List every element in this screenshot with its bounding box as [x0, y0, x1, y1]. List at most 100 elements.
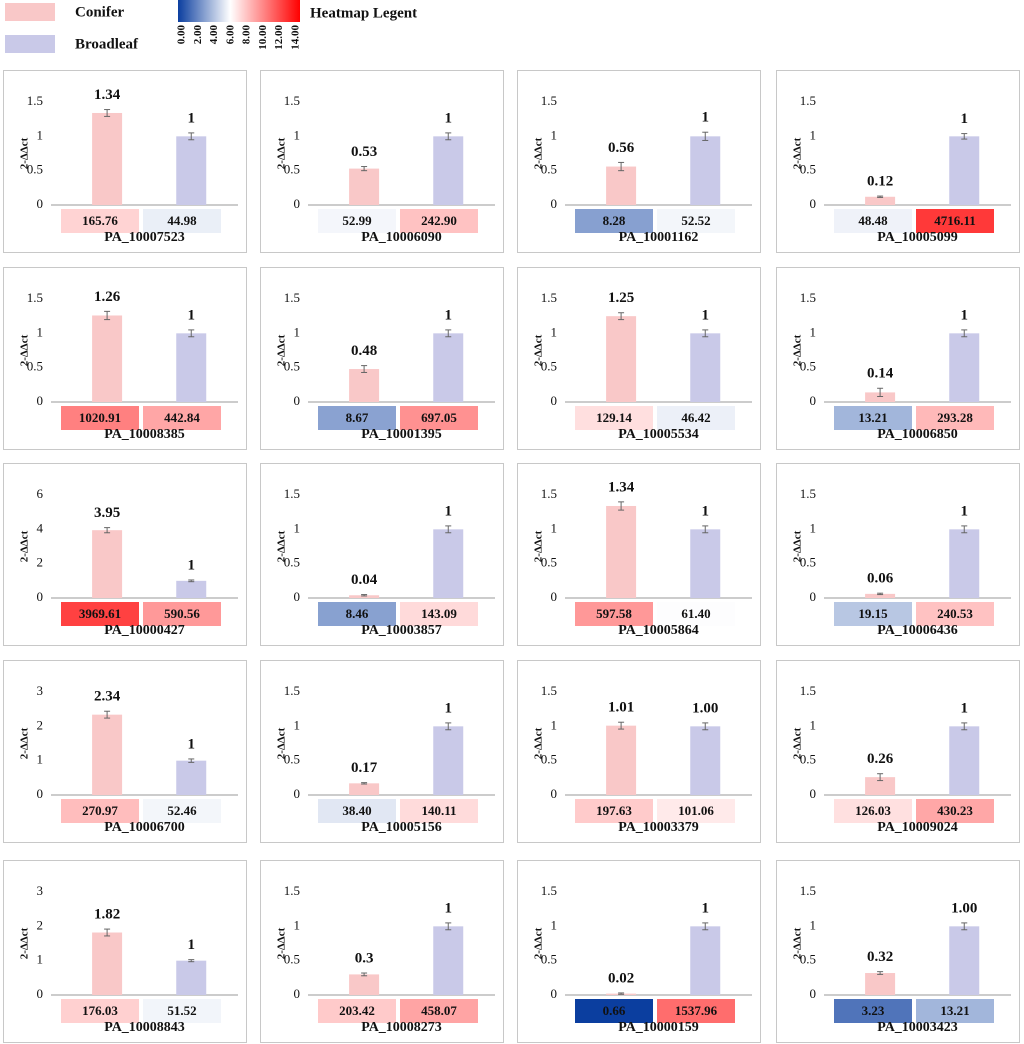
bar — [949, 333, 980, 402]
y-axis-label: 2-ΔΔct — [533, 334, 545, 366]
y-tick-label: 1 — [551, 127, 558, 142]
y-tick-label: 0.5 — [800, 162, 816, 177]
y-tick-label: 0 — [37, 393, 44, 408]
bar — [949, 529, 980, 598]
heatmap-legend-tick: 10.00 — [257, 25, 269, 50]
bar — [92, 932, 123, 995]
heatmap-cell — [916, 602, 994, 626]
y-tick-label: 0 — [37, 786, 44, 801]
bar — [606, 505, 637, 598]
heatmap-cell — [400, 406, 478, 430]
chart-title: PA_10009024 — [877, 820, 958, 835]
heatmap-label: 101.06 — [678, 803, 714, 818]
panel-border — [260, 267, 504, 450]
data-label: 1 — [961, 700, 969, 716]
chart-title: PA_10006700 — [104, 820, 185, 835]
data-label: 1 — [961, 111, 969, 127]
y-tick-label: 0 — [810, 589, 817, 604]
panel-border — [3, 463, 247, 646]
panel-border — [776, 267, 1020, 450]
heatmap-label: 590.56 — [164, 606, 200, 621]
heatmap-label: 19.15 — [858, 606, 888, 621]
y-axis-label: 2-ΔΔct — [19, 727, 31, 759]
heatmap-cell — [834, 799, 912, 823]
y-tick-label: 1 — [551, 917, 558, 932]
heatmap-cell — [834, 602, 912, 626]
heatmap-label: 240.53 — [937, 606, 973, 621]
bar — [949, 136, 980, 205]
y-axis-label: 2-ΔΔct — [276, 530, 288, 562]
y-tick-label: 0 — [551, 786, 558, 801]
heatmap-cell — [657, 406, 735, 430]
chart-title: PA_10008843 — [104, 1020, 185, 1035]
heatmap-cell — [400, 999, 478, 1023]
y-tick-label: 1 — [810, 717, 817, 732]
y-axis-label: 2-ΔΔct — [792, 927, 804, 959]
y-tick-label: 1.5 — [541, 93, 557, 108]
heatmap-label: 176.03 — [82, 1003, 118, 1018]
bar — [690, 926, 721, 995]
bar — [690, 136, 721, 205]
y-tick-label: 0.5 — [800, 555, 816, 570]
panel: 0 0.5 1 1.5 2-ΔΔct 0.53 1 52.99 242.90 PA_1000609… — [260, 70, 504, 253]
heatmap-label: 61.40 — [681, 606, 710, 621]
y-tick-label: 1.5 — [284, 93, 300, 108]
chart-title: PA_10006090 — [361, 230, 442, 245]
y-tick-label: 1 — [810, 520, 817, 535]
y-tick-label: 2 — [37, 555, 44, 570]
data-label: 1.00 — [951, 900, 977, 916]
heatmap-legend-title: Heatmap Legent — [310, 5, 417, 21]
heatmap-label: 52.52 — [681, 213, 710, 228]
y-tick-label: 1 — [551, 324, 558, 339]
chart-title: PA_10008385 — [104, 427, 185, 442]
panel: 0 0.5 1 1.5 2-ΔΔct 0.32 1.00 3.23 13.21 PA_100034… — [776, 860, 1020, 1043]
heatmap-cell — [318, 799, 396, 823]
data-label: 1 — [188, 307, 196, 323]
heatmap-label: 8.46 — [346, 606, 369, 621]
y-tick-label: 0 — [37, 196, 44, 211]
bar — [176, 760, 207, 795]
data-label: 0.3 — [355, 950, 374, 966]
panel: 0 2 4 6 2-ΔΔct 3.95 1 3969.61 590.56 PA_10000427 — [3, 463, 247, 646]
heatmap-cell — [575, 799, 653, 823]
y-tick-label: 1.5 — [27, 93, 43, 108]
heatmap-cell — [400, 209, 478, 233]
heatmap-cell — [143, 209, 221, 233]
bar — [92, 530, 123, 598]
chart-title: PA_10001395 — [361, 427, 442, 442]
y-axis-label: 2-ΔΔct — [276, 334, 288, 366]
heatmap-label: 197.63 — [596, 803, 632, 818]
heatmap-cell — [916, 999, 994, 1023]
bar — [349, 783, 380, 795]
heatmap-label: 3.23 — [862, 1003, 885, 1018]
data-label: 1.25 — [608, 290, 634, 306]
panel: 0 0.5 1 1.5 2-ΔΔct 1.34 1 597.58 61.40 PA_1000586… — [517, 463, 761, 646]
heatmap-cell — [575, 999, 653, 1023]
data-label: 1 — [445, 503, 453, 519]
bar — [949, 926, 980, 995]
y-tick-label: 0 — [294, 589, 301, 604]
heatmap-label: 143.09 — [421, 606, 457, 621]
y-tick-label: 0.5 — [541, 162, 557, 177]
heatmap-label: 203.42 — [339, 1003, 375, 1018]
heatmap-label: 126.03 — [855, 803, 891, 818]
y-tick-label: 0.5 — [27, 162, 43, 177]
heatmap-label: 8.28 — [603, 213, 626, 228]
y-tick-label: 1 — [294, 917, 301, 932]
heatmap-label: 1537.96 — [675, 1003, 718, 1018]
panel-border — [260, 463, 504, 646]
heatmap-cell — [318, 602, 396, 626]
heatmap-cell — [657, 799, 735, 823]
heatmap-cell — [143, 999, 221, 1023]
bar — [690, 529, 721, 598]
legend-label: Broadleaf — [75, 36, 139, 52]
y-tick-label: 1.5 — [800, 883, 816, 898]
data-label: 1 — [702, 900, 710, 916]
data-label: 2.34 — [94, 689, 121, 705]
heatmap-cell — [657, 602, 735, 626]
bar — [865, 973, 896, 995]
heatmap-legend-tick: 2.00 — [192, 25, 204, 45]
data-label: 1 — [961, 503, 969, 519]
panel: 0 0.5 1 1.5 2-ΔΔct 0.06 1 19.15 240.53 PA_1000643… — [776, 463, 1020, 646]
